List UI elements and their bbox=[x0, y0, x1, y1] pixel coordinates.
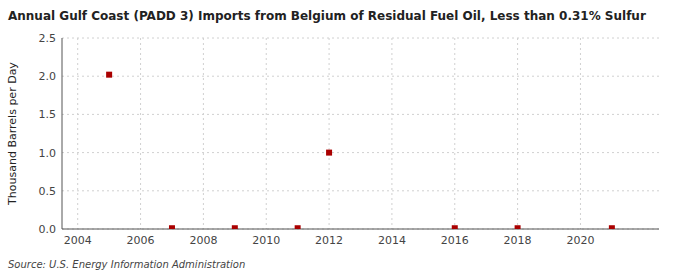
x-tick-label: 2012 bbox=[315, 234, 343, 247]
x-tick-label: 2004 bbox=[64, 234, 92, 247]
y-grid-line bbox=[62, 38, 659, 39]
title: Annual Gulf Coast (PADD 3) Imports from … bbox=[8, 9, 646, 23]
x-grid-line bbox=[140, 38, 141, 229]
x-grid-line bbox=[329, 38, 330, 229]
x-grid-line bbox=[391, 38, 392, 229]
x-tick-label: 2008 bbox=[189, 234, 217, 247]
x-tick-label: 2006 bbox=[127, 234, 155, 247]
x-grid-line bbox=[203, 38, 204, 229]
data-point bbox=[515, 225, 521, 229]
data-point bbox=[295, 225, 301, 229]
x-grid-line bbox=[454, 38, 455, 229]
y-grid-line bbox=[62, 190, 659, 191]
data-point bbox=[106, 72, 112, 78]
x-grid-line bbox=[517, 38, 518, 229]
x-axis-line bbox=[62, 229, 659, 230]
x-tick-label: 2016 bbox=[441, 234, 469, 247]
y-grid-line bbox=[62, 229, 659, 230]
x-grid-line bbox=[266, 38, 267, 229]
points bbox=[106, 72, 615, 229]
x-grid-line bbox=[580, 38, 581, 229]
y-tick-label: 1.0 bbox=[39, 147, 57, 160]
y-axis-line bbox=[62, 38, 63, 229]
data-point bbox=[452, 225, 458, 229]
x-grid-line bbox=[77, 38, 78, 229]
y-tick-label: 0.0 bbox=[39, 223, 57, 236]
y-tick-label: 2.0 bbox=[39, 70, 57, 83]
grid bbox=[62, 38, 659, 229]
x-tick-label: 2010 bbox=[252, 234, 280, 247]
y-grid-line bbox=[62, 152, 659, 153]
y-grid-line bbox=[62, 114, 659, 115]
y-tick-label: 0.5 bbox=[39, 185, 57, 198]
x-tick-label: 2020 bbox=[566, 234, 594, 247]
chart-svg: Annual Gulf Coast (PADD 3) Imports from … bbox=[0, 0, 675, 275]
source-note: Source: U.S. Energy Information Administ… bbox=[8, 259, 245, 270]
data-point bbox=[232, 225, 238, 229]
x-tick-label: 2018 bbox=[504, 234, 532, 247]
data-point bbox=[609, 225, 615, 229]
y-grid-line bbox=[62, 76, 659, 77]
data-point bbox=[169, 225, 175, 229]
data-point bbox=[326, 150, 332, 156]
y-tick-label: 2.5 bbox=[39, 32, 57, 45]
y-tick-label: 1.5 bbox=[39, 108, 57, 121]
chart-container: Annual Gulf Coast (PADD 3) Imports from … bbox=[0, 0, 675, 275]
x-tick-label: 2014 bbox=[378, 234, 406, 247]
y-axis-label: Thousand Barrels per Day bbox=[6, 62, 19, 206]
